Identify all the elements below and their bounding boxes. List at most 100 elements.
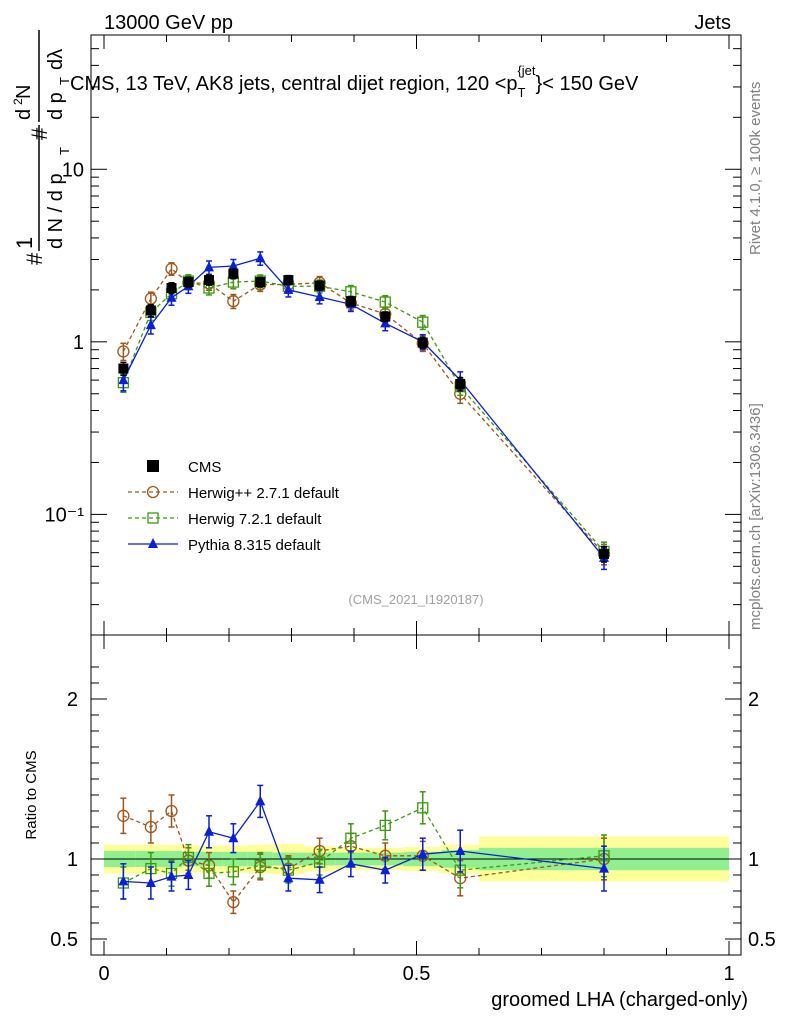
svg-text:2: 2 (11, 98, 25, 105)
main-series (117, 251, 611, 571)
legend-label: Pythia 8.315 default (188, 537, 321, 554)
ratio-point (118, 875, 129, 886)
x-tick-label: 1 (723, 963, 734, 985)
svg-text:#: # (27, 127, 52, 140)
axis-ticks: 0 0.5 1 10⁻¹ 1 10 0.5 0.5 1 1 2 2 (45, 34, 776, 985)
data-point (380, 311, 391, 322)
y-tick-label: 1 (73, 332, 84, 354)
data-point (255, 252, 266, 263)
x-tick-label: 0.5 (403, 963, 431, 985)
analysis-id: (CMS_2021_I1920187) (348, 592, 483, 607)
svg-text:T: T (57, 77, 72, 85)
data-point (118, 374, 129, 385)
data-point (455, 378, 466, 389)
data-point (228, 268, 239, 279)
mcplots-label: mcplots.cern.ch [arXiv:1306.3436] (747, 403, 764, 630)
ratio-point (345, 857, 356, 868)
y-axis-label-ratio: Ratio to CMS (23, 750, 40, 839)
svg-text:#: # (22, 252, 47, 265)
ratio-frame (90, 634, 742, 956)
ratio-point (166, 870, 177, 881)
legend-marker (147, 460, 159, 472)
data-point (283, 283, 294, 294)
svg-text:d N / d p: d N / d p (45, 173, 67, 249)
data-point (314, 280, 325, 291)
chart-title: CMS, 13 TeV, AK8 jets, central dijet reg… (70, 63, 639, 100)
ratio-point (227, 896, 240, 909)
svg-text:d p: d p (45, 92, 67, 120)
svg-text:T: T (57, 147, 72, 155)
jets-label: Jets (694, 12, 731, 34)
legend: CMS Herwig++ 2.7.1 default Herwig 7.2.1 de… (128, 459, 340, 554)
ratio-point (599, 862, 609, 873)
ratio-point (183, 869, 194, 879)
legend-label: CMS (188, 459, 221, 476)
data-point (118, 363, 129, 374)
svg-text:1: 1 (12, 237, 37, 249)
ratio-point (117, 809, 130, 822)
data-point (183, 277, 194, 288)
series-line (122, 257, 605, 559)
ratio-point (228, 832, 239, 843)
data-point (145, 319, 156, 330)
ratio-point (203, 867, 215, 880)
data-point (145, 305, 156, 316)
data-point (283, 275, 294, 286)
svg-text:dλ: dλ (45, 49, 67, 70)
ratio-point (314, 873, 325, 884)
ratio-y-tick-label: 2 (67, 689, 78, 711)
ratio-point (417, 802, 429, 814)
data-point (345, 296, 356, 307)
ratio-point (145, 877, 156, 887)
legend-marker (148, 538, 158, 548)
ratio-point (417, 848, 428, 859)
data-point (417, 316, 429, 328)
ratio-y-tick-label-right: 2 (748, 689, 759, 711)
svg-text:d: d (13, 109, 35, 120)
ratio-point (144, 820, 158, 834)
y-tick-label: 10 (62, 159, 84, 181)
ratio-point (227, 866, 240, 878)
data-point (204, 261, 214, 272)
data-point (417, 337, 428, 348)
data-point (599, 548, 609, 559)
ratio-point (380, 864, 391, 875)
ratio-point (165, 804, 178, 818)
data-point (255, 277, 266, 288)
ratio-y-tick-label: 0.5 (50, 929, 78, 951)
rivet-label: Rivet 4.1.0, ≥ 100k events (747, 82, 764, 255)
data-point (228, 260, 239, 271)
ratio-point (455, 845, 466, 855)
legend-marker (147, 512, 159, 524)
legend-marker (146, 485, 160, 499)
ratio-y-tick-label: 1 (67, 849, 78, 871)
ratio-series (117, 784, 611, 915)
ratio-point (283, 872, 294, 883)
data-point (227, 295, 240, 308)
data-point (165, 262, 178, 275)
legend-label: Herwig 7.2.1 default (188, 511, 322, 528)
ratio-line (123, 806, 605, 884)
ratio-point (345, 832, 357, 844)
x-tick-label: 0 (98, 963, 109, 985)
data-point (117, 345, 130, 358)
data-point (204, 275, 214, 286)
y-axis-label-main: # 1 d N / d p T # d 2 N d p T dλ (11, 30, 72, 265)
data-point (379, 296, 391, 308)
legend-label: Herwig++ 2.7.1 default (188, 485, 340, 502)
data-point (166, 291, 177, 302)
ratio-point (204, 825, 214, 836)
ratio-point (255, 795, 266, 806)
x-axis-label: groomed LHA (charged-only) (491, 989, 748, 1011)
ratio-point (254, 859, 266, 872)
ratio-line (123, 809, 605, 904)
svg-text:N: N (13, 85, 35, 99)
data-point (166, 283, 177, 294)
data-point (314, 290, 325, 301)
y-tick-label: 10⁻¹ (45, 504, 85, 526)
ratio-y-tick-label-right: 0.5 (748, 929, 776, 951)
ratio-y-tick-label-right: 1 (748, 849, 759, 871)
energy-label: 13000 GeV pp (104, 12, 233, 34)
ratio-point (379, 819, 391, 832)
